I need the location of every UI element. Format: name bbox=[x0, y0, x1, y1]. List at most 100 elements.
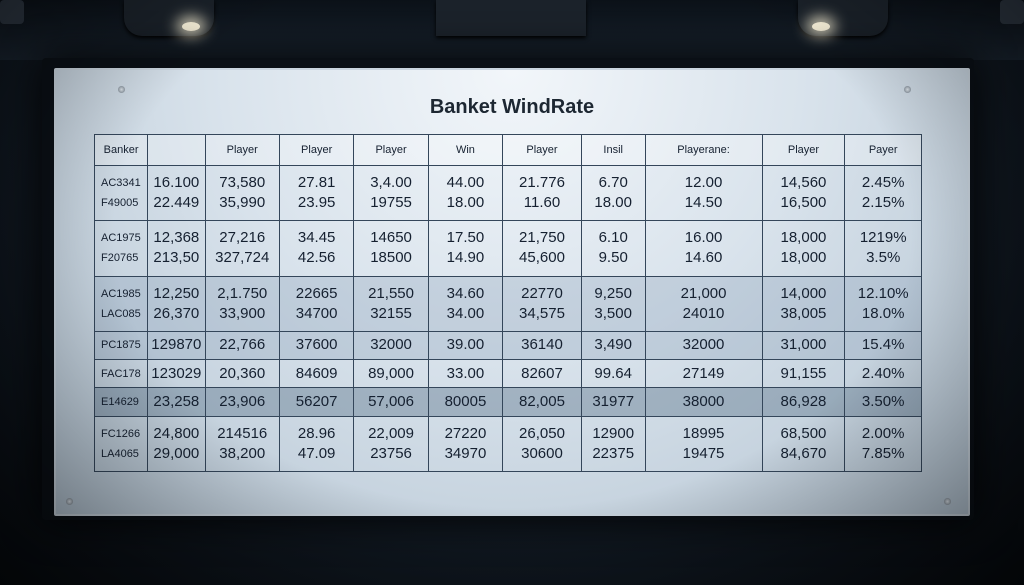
cell-value: 33,900 bbox=[219, 304, 266, 322]
ceiling-rail-left bbox=[0, 0, 24, 24]
column-header: Playerane: bbox=[644, 134, 763, 166]
cell-value: 23.95 bbox=[297, 194, 336, 212]
table-cell: 21.776 11.60 bbox=[502, 164, 582, 222]
cell-value: 34.45 bbox=[297, 229, 336, 247]
table-cell: 3,490 bbox=[580, 330, 646, 361]
table-row: E14629 23,258 23,906 56207 57,006 80005 82,005… bbox=[93, 387, 922, 417]
cell-value: 6.10 bbox=[598, 229, 628, 247]
row-code-cell: FAC178 bbox=[93, 359, 149, 389]
table-cell: 31,000 bbox=[761, 330, 846, 361]
table-cell: 73,580 35,990 bbox=[204, 164, 280, 222]
table-cell: 37600 bbox=[278, 330, 355, 361]
cell-value: 2.45% bbox=[861, 174, 905, 192]
cell-value: 16.100 bbox=[153, 174, 200, 192]
cell-value: 30600 bbox=[521, 444, 563, 462]
cell-value: 28.96 bbox=[297, 424, 336, 442]
cell-value: 34,575 bbox=[519, 304, 565, 322]
cell-value: 21,550 bbox=[368, 284, 414, 302]
row-code-cell: AC1985 LAC085 bbox=[93, 275, 149, 332]
cell-value: 12,368 bbox=[153, 229, 200, 247]
cell-value: 36140 bbox=[521, 336, 563, 354]
cell-value: 38000 bbox=[682, 393, 725, 411]
table-cell: 123029 bbox=[147, 359, 206, 389]
cell-value: 24,800 bbox=[153, 424, 200, 442]
cell-value: 3.5% bbox=[866, 249, 901, 267]
table-cell: 12900 22375 bbox=[580, 415, 646, 473]
table-row: AC1975 F20765 12,368 213,50 27,216 327,724 34.… bbox=[93, 220, 922, 277]
table-cell: 21,550 32155 bbox=[353, 275, 429, 332]
table-cell: 89,000 bbox=[353, 359, 429, 389]
column-header: Player bbox=[761, 134, 846, 166]
table-cell: 44.00 18.00 bbox=[427, 164, 504, 222]
cell-value: 17.50 bbox=[446, 229, 485, 247]
cell-value: 22665 bbox=[295, 284, 338, 302]
column-header: Player bbox=[502, 134, 582, 166]
table-cell: 24,800 29,000 bbox=[147, 415, 206, 473]
cell-value: LAC085 bbox=[101, 307, 141, 320]
row-code-cell: AC3341 F49005 bbox=[93, 164, 149, 222]
cell-value: 22.449 bbox=[153, 194, 200, 212]
table-cell: 12.10% 18.0% bbox=[844, 275, 922, 332]
cell-value: 12.00 bbox=[684, 174, 723, 192]
screw bbox=[66, 498, 73, 505]
cell-value: 3,4.00 bbox=[370, 174, 412, 192]
ceiling-rail-right bbox=[1000, 0, 1024, 24]
cell-value: 1219% bbox=[859, 229, 907, 247]
win-rate-table: Banker Player Player Player Win Player I… bbox=[93, 134, 922, 473]
table-cell: 18995 19475 bbox=[644, 415, 763, 473]
cell-value: 9.50 bbox=[598, 249, 628, 267]
cell-value: 24010 bbox=[682, 304, 725, 322]
row-code-cell: AC1975 F20765 bbox=[93, 220, 149, 277]
cell-value: 23,906 bbox=[219, 393, 266, 411]
cell-value: 31977 bbox=[592, 393, 635, 411]
cell-value: 26,050 bbox=[519, 424, 565, 442]
cell-value: 3,490 bbox=[594, 336, 632, 354]
cell-value: 73,580 bbox=[219, 174, 266, 192]
table-cell: 17.50 14.90 bbox=[427, 220, 504, 277]
cell-value: 7.85% bbox=[861, 444, 905, 462]
table-cell: 6.10 9.50 bbox=[580, 220, 646, 277]
cell-value: 12,250 bbox=[153, 284, 200, 302]
cell-value: AC1985 bbox=[101, 287, 141, 300]
cell-value: 14.60 bbox=[684, 249, 723, 267]
table-cell: 1219% 3.5% bbox=[844, 220, 922, 277]
spotlight-center bbox=[436, 0, 586, 36]
cell-value: 37600 bbox=[295, 336, 338, 354]
table-cell: 34.60 34.00 bbox=[427, 275, 504, 332]
table-cell: 91,155 bbox=[761, 359, 846, 389]
table-row: PC1875 129870 22,766 37600 32000 39.00 36140 3,… bbox=[93, 330, 922, 361]
column-header: Insil bbox=[580, 134, 646, 166]
cell-value: 38,005 bbox=[780, 304, 827, 322]
table-cell: 23,258 bbox=[147, 387, 206, 417]
table-cell: 2.40% bbox=[844, 359, 922, 389]
cell-value: 27149 bbox=[682, 364, 725, 382]
scoreboard: Banket WindRate Banker Player Player Pla… bbox=[54, 68, 970, 516]
table-cell: 21,000 24010 bbox=[644, 275, 763, 332]
table-cell: 57,006 bbox=[353, 387, 429, 417]
table-cell: 22770 34,575 bbox=[502, 275, 582, 332]
cell-value: PC1875 bbox=[101, 339, 141, 352]
cell-value: 38,200 bbox=[219, 444, 266, 462]
cell-value: 20,360 bbox=[219, 364, 266, 382]
column-header: Payer bbox=[844, 134, 922, 166]
cell-value: 2.40% bbox=[861, 364, 905, 382]
table-cell: 22,766 bbox=[204, 330, 280, 361]
table-cell: 14,560 16,500 bbox=[761, 164, 846, 222]
cell-value: 2.15% bbox=[861, 194, 905, 212]
cell-value: 39.00 bbox=[446, 336, 485, 354]
table-cell: 20,360 bbox=[204, 359, 280, 389]
cell-value: 27220 bbox=[444, 424, 487, 442]
cell-value: 84,670 bbox=[780, 444, 827, 462]
cell-value: 213,50 bbox=[153, 249, 200, 267]
table-cell: 3.50% bbox=[844, 387, 922, 417]
screw bbox=[944, 498, 951, 505]
cell-value: 27,216 bbox=[219, 229, 266, 247]
table-cell: 82607 bbox=[502, 359, 582, 389]
table-cell: 82,005 bbox=[502, 387, 582, 417]
cell-value: 68,500 bbox=[780, 424, 827, 442]
cell-value: 34970 bbox=[444, 444, 487, 462]
table-row: FC1266 LA4065 24,800 29,000 214516 38,200 28.9… bbox=[93, 415, 922, 473]
table-cell: 26,050 30600 bbox=[502, 415, 582, 473]
cell-value: AC3341 bbox=[101, 177, 141, 190]
table-cell: 32000 bbox=[644, 330, 763, 361]
